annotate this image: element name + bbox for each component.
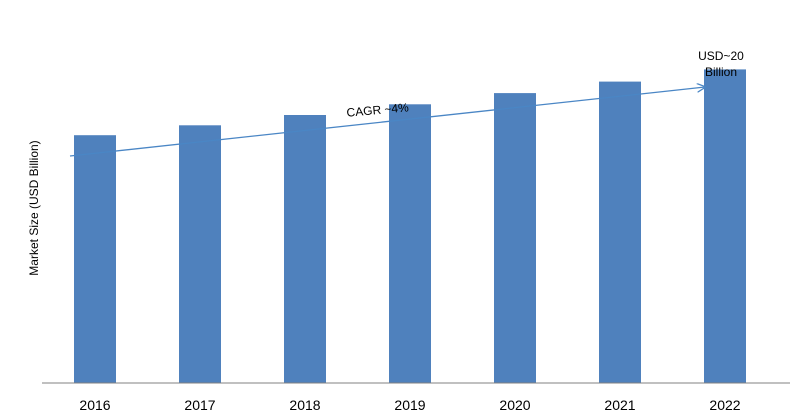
bar-2020 <box>494 93 536 383</box>
bar-2022 <box>704 69 746 384</box>
x-tick-label-2018: 2018 <box>289 397 320 413</box>
x-tick-label-2017: 2017 <box>184 397 215 413</box>
x-tick-labels: 2016 2017 2018 2019 2020 2021 2022 <box>79 397 740 413</box>
bars-group <box>74 69 746 384</box>
bar-2016 <box>74 135 116 383</box>
bar-2021 <box>599 81 641 383</box>
end-value-annotation-line1: USD~20 <box>698 49 744 63</box>
cagr-trend-arrow <box>69 87 705 157</box>
x-tick-label-2022: 2022 <box>709 397 740 413</box>
x-tick-label-2016: 2016 <box>79 397 110 413</box>
bar-2017 <box>179 125 221 384</box>
bar-2018 <box>284 115 326 383</box>
x-tick-label-2020: 2020 <box>499 397 530 413</box>
x-tick-label-2019: 2019 <box>394 397 425 413</box>
end-value-annotation-line2: Billion <box>705 65 737 79</box>
bar-2019 <box>389 104 431 384</box>
x-tick-label-2021: 2021 <box>604 397 635 413</box>
y-axis-label: Market Size (USD Billion) <box>27 140 41 275</box>
cagr-annotation: CAGR ~4% <box>346 100 410 119</box>
